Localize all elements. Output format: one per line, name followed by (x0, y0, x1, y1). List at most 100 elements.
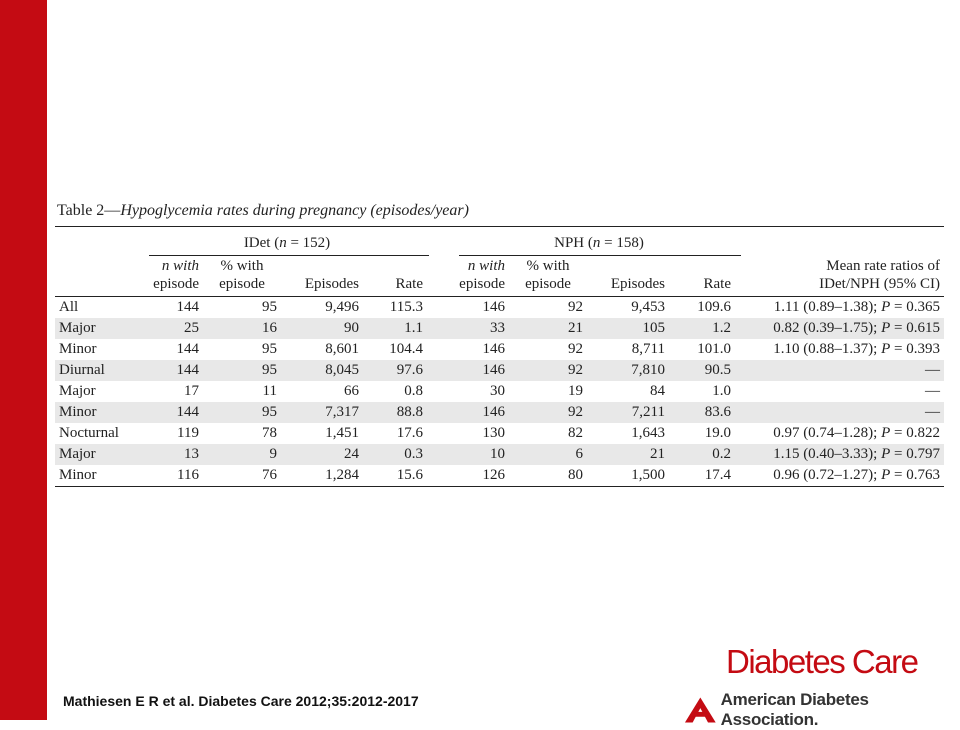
cell-a-ep: 8,601 (325, 341, 359, 357)
col-header-pct-with-nph: % with episode (509, 257, 587, 297)
cell-rate-ratio: 0.97 (0.74–1.28); P = 0.822 (773, 425, 940, 441)
cell-b-n: 146 (482, 299, 506, 315)
cell-rate-ratio: 1.10 (0.88–1.37); P = 0.393 (773, 341, 940, 357)
table-row: Minor 116 76 1,284 15.6 126 80 1,500 17.4 0.96 (0… (55, 465, 944, 486)
citation: Mathiesen E R et al. Diabetes Care 2012;… (63, 693, 419, 709)
cell-a-n: 144 (135, 402, 203, 423)
cell-a-pct: 95 (203, 360, 281, 381)
cell-b-n: 10 (427, 444, 509, 465)
row-label: Major (55, 444, 135, 465)
row-label: Nocturnal (59, 425, 119, 441)
col-header-n-with-nph: n with episode (427, 257, 509, 297)
cell-a-ep: 90 (281, 318, 363, 339)
table-title: Table 2—Hypoglycemia rates during pregna… (55, 200, 944, 222)
cell-a-rate: 17.6 (396, 425, 423, 441)
cell-a-rate: 0.8 (404, 383, 423, 399)
cell-a-n: 13 (135, 444, 203, 465)
cell-a-ep: 66 (344, 383, 359, 399)
cell-a-n: 25 (135, 318, 203, 339)
cell-a-ep: 7,317 (281, 402, 363, 423)
group-headers: IDet (n = 152) NPH (n = 158) (55, 227, 944, 257)
cell-a-n: 144 (176, 341, 200, 357)
cell-b-ep: 21 (587, 444, 669, 465)
cell-b-ep: 7,211 (587, 402, 669, 423)
cell-b-rate: 83.6 (669, 402, 735, 423)
cell-b-pct: 92 (568, 299, 583, 315)
table-row: Major 17 11 66 0.8 30 19 84 1.0 — (55, 381, 944, 402)
col-header-n-with-line2: episode (153, 276, 199, 292)
cell-b-ep: 1,500 (631, 467, 665, 483)
cell-b-pct: 92 (568, 341, 583, 357)
cell-a-pct: 76 (262, 467, 277, 483)
cell-a-rate: 1.1 (363, 318, 427, 339)
cell-b-rate: 90.5 (669, 360, 735, 381)
table-row: Major 13 9 24 0.3 10 6 21 0.2 1.15 (0.40–3.33); P… (55, 444, 944, 465)
col-header-n-with-idet: n with episode (135, 257, 203, 297)
cell-a-pct: 16 (203, 318, 281, 339)
cell-b-pct: 82 (568, 425, 583, 441)
cell-b-rate: 101.0 (697, 341, 731, 357)
cell-b-rate: 1.2 (669, 318, 735, 339)
cell-a-pct: 95 (262, 299, 277, 315)
cell-rate-ratio: — (925, 383, 940, 399)
cell-b-ep: 105 (587, 318, 669, 339)
cell-a-pct: 78 (262, 425, 277, 441)
cell-b-pct: 92 (509, 402, 587, 423)
cell-rate-ratio: 0.96 (0.72–1.27); P = 0.763 (773, 467, 940, 483)
col-header-label (55, 257, 135, 297)
table-row: Diurnal 144 95 8,045 97.6 146 92 7,810 90.5— (55, 360, 944, 381)
row-label: All (59, 299, 79, 315)
cell-rate-ratio: 0.82 (0.39–1.75); P = 0.615 (735, 318, 944, 339)
row-label: Minor (59, 467, 97, 483)
cell-a-ep: 1,451 (325, 425, 359, 441)
cell-b-ep: 9,453 (631, 299, 665, 315)
cell-a-pct: 95 (203, 402, 281, 423)
table-title-text: Hypoglycemia rates during pregnancy (epi… (120, 202, 469, 219)
table-row: Major 25 16 90 1.1 33 21 105 1.2 0.82 (0.39–1.75)… (55, 318, 944, 339)
cell-b-pct: 21 (509, 318, 587, 339)
cell-b-rate: 0.2 (669, 444, 735, 465)
row-label: Major (55, 318, 135, 339)
cell-b-rate: 17.4 (704, 467, 731, 483)
col-header-pct-line2: episode (219, 276, 265, 292)
cell-a-pct: 11 (262, 383, 277, 399)
cell-a-ep: 24 (281, 444, 363, 465)
cell-a-ep: 9,496 (325, 299, 359, 315)
diabetes-care-logo: Diabetes Care (726, 643, 919, 680)
cell-a-rate: 88.8 (363, 402, 427, 423)
ada-logo: American Diabetes Association. (684, 690, 960, 730)
cell-b-n: 30 (490, 383, 505, 399)
bottom-rule (55, 486, 944, 487)
col-header-episodes-idet: Episodes (281, 257, 363, 297)
cell-a-pct: 9 (203, 444, 281, 465)
col-header-n-with-line1: n with (161, 258, 199, 274)
cell-b-n: 130 (482, 425, 506, 441)
group-header-nph: NPH (n = 158) (554, 235, 644, 251)
top-rule (55, 226, 944, 227)
cell-b-n: 146 (427, 402, 509, 423)
rates-table: n with episode % with episode Episodes Rat… (55, 257, 944, 486)
ada-triangle-icon (684, 697, 716, 723)
column-header-row: n with episode % with episode Episodes Rat… (55, 257, 944, 297)
group-rule-nph (459, 255, 741, 256)
row-label: Diurnal (55, 360, 135, 381)
cell-b-ep: 84 (650, 383, 665, 399)
cell-b-n: 146 (427, 360, 509, 381)
cell-a-ep: 1,284 (325, 467, 359, 483)
row-label: Minor (59, 341, 97, 357)
col-header-pct-line2: episode (525, 276, 571, 292)
col-header-rate-idet: Rate (363, 257, 427, 297)
cell-b-pct: 19 (568, 383, 583, 399)
cell-b-ep: 7,810 (587, 360, 669, 381)
cell-a-n: 116 (177, 467, 199, 483)
table-row: Minor 144 95 8,601 104.4 146 92 8,711 101.0 1.10 … (55, 339, 944, 360)
cell-rate-ratio: — (735, 402, 944, 423)
cell-a-rate: 104.4 (389, 341, 423, 357)
table-title-prefix: Table 2— (57, 202, 121, 219)
col-header-episodes-nph: Episodes (587, 257, 669, 297)
col-header-ratio-line2: IDet/NPH (95% CI) (819, 276, 940, 292)
cell-b-pct: 92 (509, 360, 587, 381)
cell-b-n: 146 (482, 341, 506, 357)
brand-side-bar (0, 0, 47, 720)
cell-b-rate: 19.0 (704, 425, 731, 441)
